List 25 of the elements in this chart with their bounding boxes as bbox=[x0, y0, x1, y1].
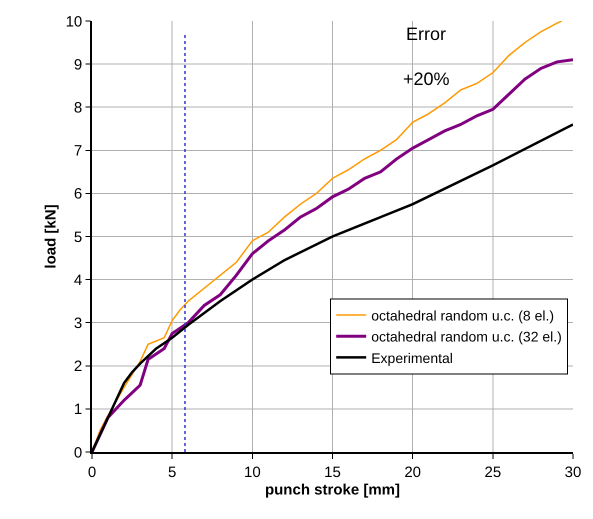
y-tick-label: 3 bbox=[74, 314, 82, 332]
y-tick-label: 4 bbox=[74, 272, 82, 289]
x-tick-label: 25 bbox=[484, 464, 502, 481]
legend-label: Experimental bbox=[371, 350, 453, 366]
y-tick-label: 2 bbox=[74, 358, 82, 376]
y-tick-label: 0 bbox=[74, 444, 82, 462]
legend-label: octahedral random u.c. (32 el.) bbox=[371, 328, 562, 345]
y-axis-title: load [kN] bbox=[42, 204, 60, 269]
legend-label: octahedral random u.c. (8 el.) bbox=[371, 307, 554, 324]
y-tick-label: 1 bbox=[74, 401, 82, 418]
x-tick-label: 15 bbox=[324, 464, 341, 481]
y-tick-label: 7 bbox=[74, 142, 82, 160]
x-axis-title: punch stroke [mm] bbox=[264, 481, 400, 498]
x-tick-label: 0 bbox=[88, 464, 96, 481]
x-tick-label: 5 bbox=[168, 464, 176, 481]
x-tick-label: 20 bbox=[404, 464, 422, 481]
annotation: Error bbox=[406, 24, 446, 44]
x-tick-label: 10 bbox=[244, 464, 261, 481]
x-tick-label: 30 bbox=[564, 464, 582, 481]
y-tick-label: 8 bbox=[74, 99, 82, 116]
y-tick-label: 9 bbox=[74, 56, 82, 74]
y-tick-label: 6 bbox=[74, 186, 82, 203]
y-tick-label: 10 bbox=[66, 13, 82, 30]
y-tick-label: 5 bbox=[74, 228, 82, 246]
annotation: +20% bbox=[403, 69, 450, 89]
